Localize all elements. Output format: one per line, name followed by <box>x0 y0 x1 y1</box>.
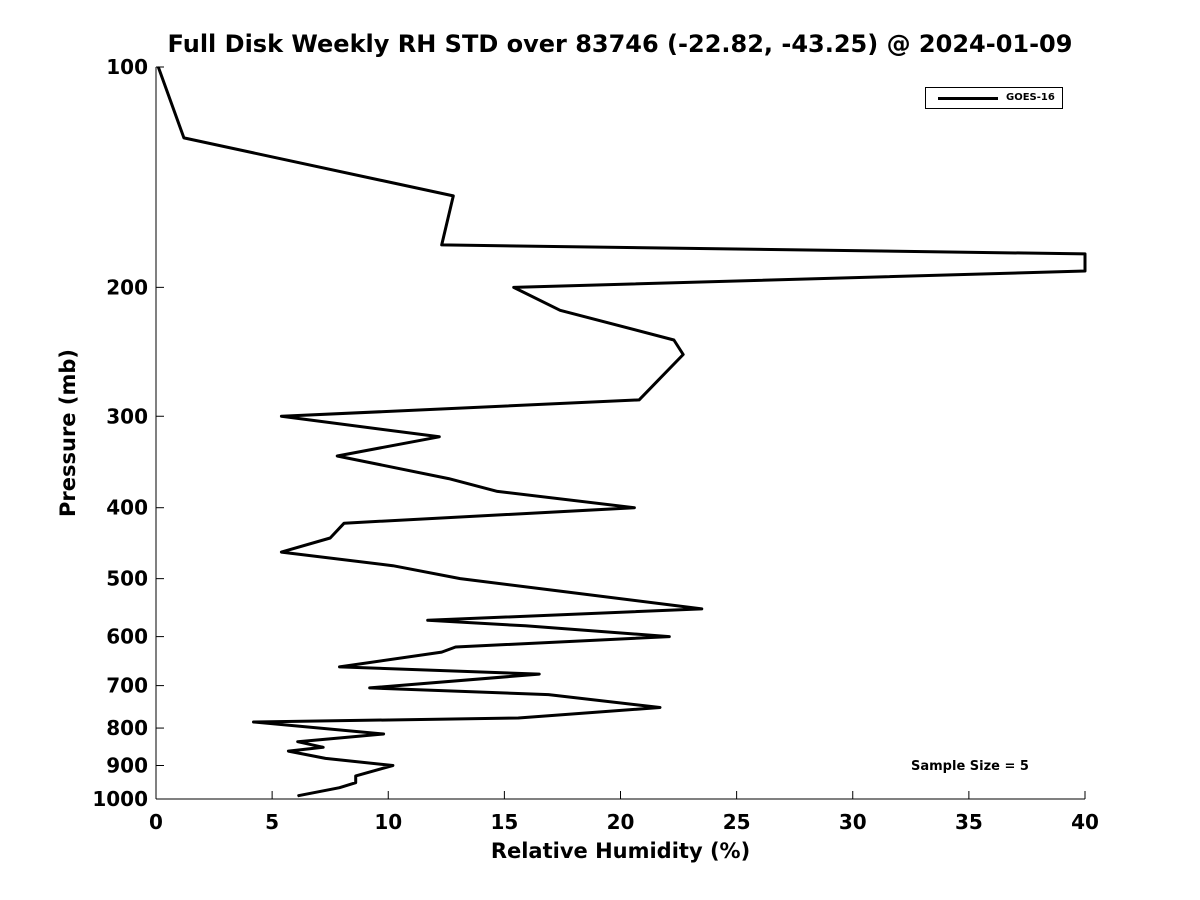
data-point <box>448 477 450 480</box>
data-point <box>673 339 675 341</box>
y-tick-label: 400 <box>106 496 148 520</box>
data-point <box>1084 253 1086 255</box>
data-point <box>441 244 443 246</box>
data-point <box>324 757 327 759</box>
plot-frame <box>155 67 1085 800</box>
data-point <box>355 782 357 784</box>
data-point <box>559 309 561 311</box>
data-point <box>517 717 519 719</box>
data-point <box>438 436 440 438</box>
x-tick-label: 20 <box>607 810 635 834</box>
x-tick-label: 15 <box>490 810 518 834</box>
data-point <box>1084 270 1086 272</box>
y-tick-label: 1000 <box>92 787 148 811</box>
data-point <box>682 353 684 356</box>
y-tick-label: 900 <box>106 754 148 778</box>
chart-title: Full Disk Weekly RH STD over 83746 (-22.… <box>167 30 1073 58</box>
data-point <box>322 746 324 748</box>
x-axis-label: Relative Humidity (%) <box>490 839 751 863</box>
data-point <box>338 787 341 789</box>
x-tick-label: 30 <box>839 810 867 834</box>
data-point <box>427 619 429 621</box>
data-point <box>280 551 283 553</box>
x-tick-label: 5 <box>265 810 279 834</box>
data-point <box>297 795 299 797</box>
data-point <box>280 415 283 417</box>
y-tick-label: 100 <box>106 55 148 79</box>
data-point <box>455 646 457 648</box>
sample-size-annotation: Sample Size = 5 <box>911 759 1029 774</box>
data-point <box>252 721 255 723</box>
y-tick-label: 200 <box>106 275 148 299</box>
legend: GOES-16 <box>925 87 1063 109</box>
data-point <box>496 490 499 493</box>
y-tick-label: 600 <box>106 625 148 649</box>
x-tick-label: 25 <box>723 810 751 834</box>
data-point <box>524 625 526 627</box>
y-tick-label: 700 <box>106 674 148 698</box>
y-tick-label: 300 <box>106 404 148 428</box>
data-point <box>343 522 345 524</box>
data-point <box>383 733 385 735</box>
x-tick-label: 35 <box>955 810 983 834</box>
data-point <box>701 608 703 610</box>
legend-label-goes16: GOES-16 <box>1006 92 1055 103</box>
data-point <box>392 565 394 567</box>
data-point <box>338 666 341 668</box>
data-point <box>513 286 515 288</box>
data-point <box>336 455 338 457</box>
x-tick-label: 0 <box>149 810 163 834</box>
data-point <box>547 693 550 696</box>
series-layer <box>156 66 1087 798</box>
data-point <box>157 66 159 68</box>
y-tick-label: 500 <box>106 567 148 591</box>
data-point <box>297 741 299 743</box>
series-line-goes16 <box>156 66 1087 798</box>
x-tick-label: 10 <box>374 810 402 834</box>
y-tick-label: 800 <box>106 716 148 740</box>
data-point <box>369 687 371 689</box>
data-point <box>392 764 394 767</box>
data-point <box>459 578 461 580</box>
axis-ticks: 0 5 10 15 20 25 30 35 40 100 200 300 400 500 600 700 800… <box>92 55 1099 834</box>
data-point <box>329 537 331 539</box>
data-point <box>538 673 540 675</box>
data-point <box>355 775 357 777</box>
data-point <box>633 507 636 509</box>
data-point <box>638 399 640 401</box>
data-point <box>668 636 670 638</box>
data-point <box>441 651 443 653</box>
y-axis-label: Pressure (mb) <box>56 349 80 517</box>
data-point <box>287 750 289 752</box>
data-point <box>183 137 185 139</box>
data-point <box>659 706 661 709</box>
x-tick-label: 40 <box>1071 810 1099 834</box>
data-point <box>452 195 454 197</box>
data-point <box>559 590 561 592</box>
legend-line-goes16 <box>938 97 998 100</box>
